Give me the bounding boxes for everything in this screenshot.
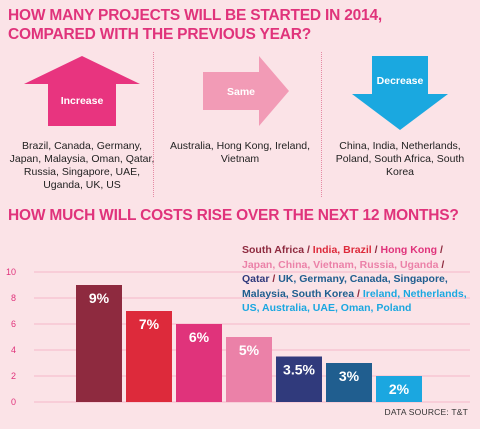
increase-label: Increase <box>61 95 104 107</box>
legend-entry: Japan, China, Vietnam, Russia, Uganda <box>242 258 439 271</box>
bar <box>126 311 172 402</box>
increase-countries: Brazil, Canada, Germany, Japan, Malaysia… <box>9 140 155 191</box>
legend-entry: South Africa <box>242 244 305 256</box>
legend-separator: / <box>438 258 445 271</box>
projects-title: HOW MANY PROJECTS WILL BE STARTED IN 201… <box>8 6 473 44</box>
same-column: Same Australia, Hong Kong, Ireland, Viet… <box>165 54 315 204</box>
bar <box>326 363 372 402</box>
costs-title: HOW MUCH WILL COSTS RISE OVER THE NEXT 1… <box>8 207 459 224</box>
legend-entry: Hong Kong <box>380 244 438 256</box>
bar <box>276 356 322 402</box>
bar <box>376 376 422 402</box>
down-arrow-icon: Decrease <box>352 56 448 130</box>
same-label: Same <box>227 86 255 98</box>
bar-value-label: 5% <box>239 342 260 358</box>
y-tick-label: 10 <box>6 267 16 277</box>
bar <box>226 337 272 402</box>
legend-entry: India, Brazil <box>312 244 372 256</box>
legend-separator: / <box>354 287 363 300</box>
bar <box>176 324 222 402</box>
decrease-column: Decrease China, India, Netherlands, Pola… <box>326 54 474 204</box>
decrease-countries: China, India, Netherlands, Poland, South… <box>335 140 465 178</box>
y-tick-label: 6 <box>11 319 16 329</box>
right-arrow-icon: Same <box>203 56 289 126</box>
y-tick-label: 8 <box>11 293 16 303</box>
same-countries: Australia, Hong Kong, Ireland, Vietnam <box>169 140 311 165</box>
legend-entry: Qatar <box>242 273 270 285</box>
bar-value-label: 2% <box>389 381 410 397</box>
divider <box>321 52 322 197</box>
legend-separator: / <box>437 244 443 256</box>
projects-title-line2: COMPARED WITH THE PREVIOUS YEAR? <box>8 26 312 43</box>
y-tick-label: 4 <box>11 345 16 355</box>
costs-bar-chart: 0 2 4 6 8 10 9% 7% 6% 5% 3.5% 3% 2% <box>6 267 470 407</box>
bar-value-label: 9% <box>89 290 110 306</box>
legend-separator: / <box>269 273 279 285</box>
bar <box>76 285 122 402</box>
bar-value-label: 7% <box>139 316 160 332</box>
up-arrow-icon: Increase <box>24 56 140 126</box>
divider <box>153 52 154 197</box>
bar-value-label: 3.5% <box>283 362 315 378</box>
legend-entry: Ireland, Netherlands, US, Australia, UAE… <box>242 287 467 315</box>
y-tick-label: 2 <box>11 371 16 381</box>
legend-separator: / <box>304 244 313 256</box>
bar-value-label: 6% <box>189 329 210 345</box>
decrease-label: Decrease <box>377 75 424 87</box>
y-tick-label: 0 <box>11 397 16 407</box>
increase-column: Increase Brazil, Canada, Germany, Japan,… <box>8 54 156 204</box>
bar-value-label: 3% <box>339 368 360 384</box>
chart-legend: South Africa / India, Brazil / Hong Kong… <box>242 243 472 316</box>
data-source: DATA SOURCE: T&T <box>384 407 468 417</box>
legend-entry: UK, Germany, Canada, Singapore, Malaysia… <box>242 273 448 300</box>
projects-title-line1: HOW MANY PROJECTS WILL BE STARTED IN 201… <box>8 7 382 24</box>
legend-separator: / <box>371 244 381 256</box>
